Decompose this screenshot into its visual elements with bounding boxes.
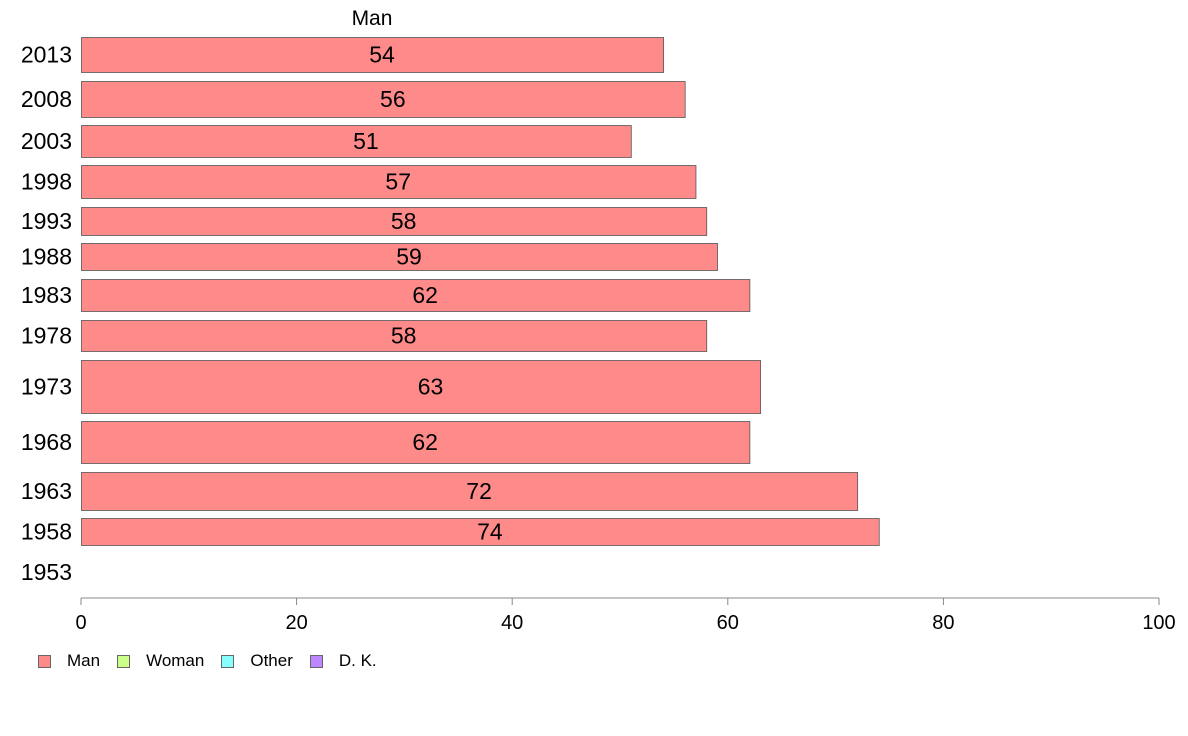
legend-item: Other [221,651,293,671]
chart-title: Man [352,7,393,30]
bar-value-label: 59 [396,244,422,270]
bar [81,125,632,158]
x-tick-label: 80 [932,612,954,634]
bar [81,207,708,236]
x-tick-label: 40 [501,612,523,634]
bar-value-label: 54 [369,42,395,68]
bar [81,243,718,271]
y-tick-label: 1963 [21,478,72,504]
legend: Man Woman Other D. K. [38,651,394,671]
y-tick-label: 1953 [21,559,72,585]
bar-value-label: 74 [477,519,503,545]
legend-item: Man [38,651,100,671]
y-tick-label: 2013 [21,42,72,68]
legend-label: Other [250,651,293,670]
legend-item: Woman [117,651,204,671]
legend-swatch [221,654,235,668]
legend-label: Man [67,651,101,670]
bar [81,37,665,73]
bar-value-label: 58 [391,323,417,349]
bar-value-label: 63 [418,374,444,400]
legend-label: D. K. [338,651,377,670]
bar [81,421,751,464]
x-tick-label: 20 [285,612,307,634]
bar [81,279,751,312]
bar-value-label: 56 [380,86,406,112]
bar [81,360,762,414]
x-axis: 0 20 40 60 80 100 [75,597,1176,634]
y-tick-label: 1968 [21,429,72,455]
bar [81,472,859,511]
y-tick-label: 2008 [21,86,72,112]
bar-value-label: 62 [412,429,438,455]
bar [81,81,686,118]
y-tick-label: 2003 [21,128,72,154]
x-tick-label: 100 [1142,612,1175,634]
bar-value-label: 58 [391,208,417,234]
y-tick-label: 1978 [21,323,72,349]
bar-value-label: 51 [353,128,379,154]
y-tick-label: 1973 [21,374,72,400]
y-tick-label: 1993 [21,208,72,234]
bar-value-label: 62 [412,282,438,308]
legend-swatch [38,654,51,668]
y-tick-label: 1983 [21,282,72,308]
legend-swatch [117,654,131,668]
bar [81,165,697,199]
legend-item: D. K. [309,651,377,671]
bar-value-label: 72 [466,478,492,504]
bar [81,320,708,352]
legend-swatch [309,654,323,668]
x-tick-label: 0 [75,612,86,634]
bar [81,518,880,546]
y-tick-label: 1988 [21,244,72,270]
bar-value-label: 57 [385,169,411,195]
legend-label: Woman [146,651,205,670]
x-tick-label: 60 [717,612,739,634]
y-tick-label: 1958 [21,519,72,545]
y-tick-label: 1998 [21,169,72,195]
bars-group [81,37,880,546]
y-axis-labels: 2013 2008 2003 1998 1993 1988 1983 1978 1973 1968… [21,42,72,586]
